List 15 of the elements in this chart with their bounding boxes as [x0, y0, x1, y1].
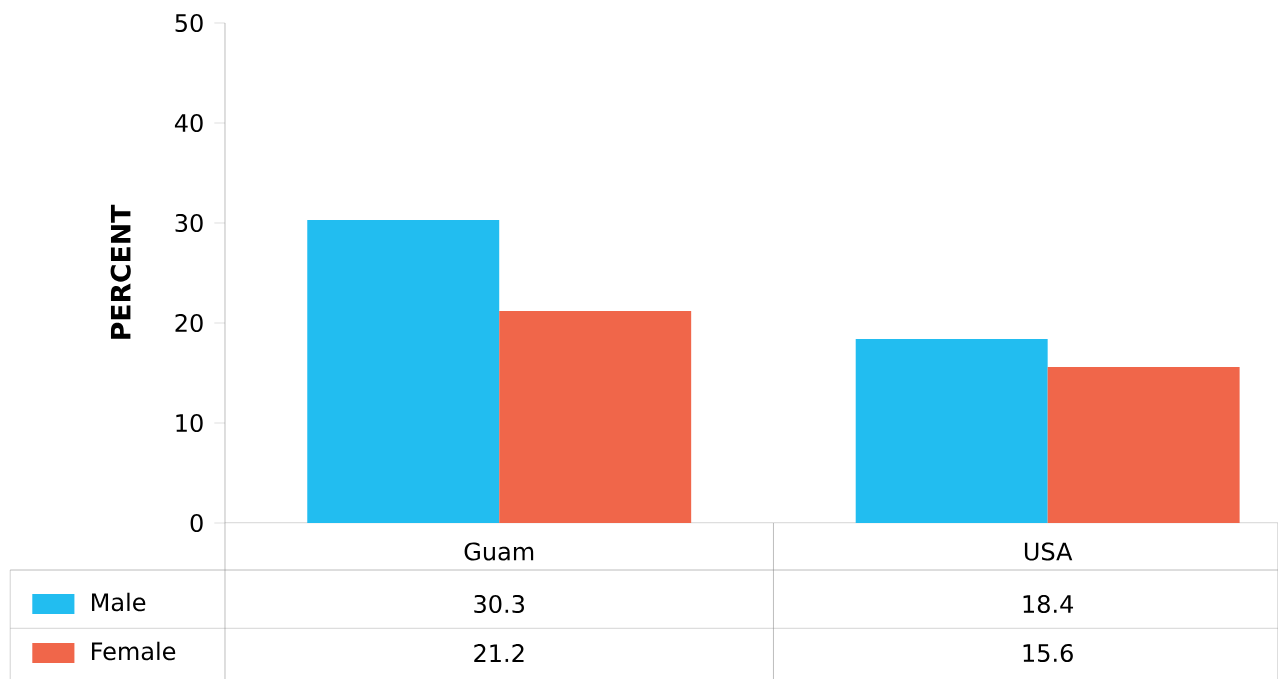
data-label: 30.3 [474, 594, 524, 614]
x-tick-label: USA [1024, 542, 1073, 561]
legend-label: Female [92, 641, 176, 661]
y-tick-label: 30 [175, 213, 203, 233]
y-tick-label: 50 [175, 13, 203, 33]
data-label: 15.6 [1023, 643, 1073, 663]
legend-label: Male [92, 592, 146, 612]
y-tick-label: 20 [175, 313, 203, 333]
data-label: 18.4 [1023, 594, 1074, 614]
y-tick-label: 0 [190, 513, 203, 533]
y-tick-label: 10 [176, 413, 203, 433]
x-tick-label: Guam [464, 542, 534, 561]
data-label: 21.2 [474, 644, 524, 662]
y-tick-label: 40 [174, 113, 203, 133]
y-axis-title: PERCENT [110, 204, 131, 339]
